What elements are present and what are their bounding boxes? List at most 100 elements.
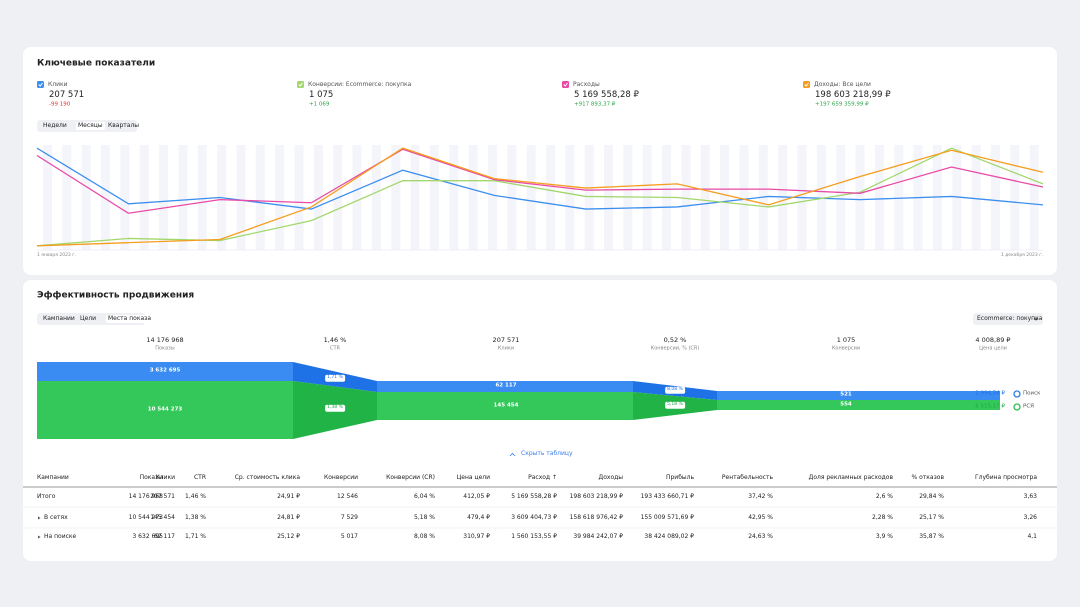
column-header[interactable]: CTR xyxy=(193,474,206,481)
column-header[interactable]: Рентабельность xyxy=(721,474,773,481)
table-cell: 3,26 xyxy=(1023,514,1037,521)
week-stripe xyxy=(120,145,130,250)
column-header[interactable]: Расход ↑ xyxy=(528,474,557,481)
funnel-value: 0,52 % xyxy=(663,335,687,344)
column-header[interactable]: Кампании xyxy=(37,474,69,481)
checkmark xyxy=(38,82,43,87)
week-stripe xyxy=(62,145,72,250)
metric-checkbox xyxy=(297,81,304,88)
week-stripe xyxy=(1010,145,1020,250)
period-tab[interactable]: Месяцы xyxy=(76,122,105,130)
table-cell: 37,42 % xyxy=(748,493,773,500)
week-stripe xyxy=(468,145,478,250)
row-label: Итого xyxy=(37,493,56,500)
period-tab[interactable]: Кварталы xyxy=(108,122,140,129)
funnel-label: Цена цели xyxy=(979,345,1007,352)
table-cell: 2,28 % xyxy=(872,514,893,521)
week-stripe xyxy=(410,145,420,250)
metric-checkbox xyxy=(37,81,44,88)
metric-total: 207 571 xyxy=(49,89,85,100)
table-cell: 310,97 ₽ xyxy=(463,533,490,540)
week-stripe xyxy=(159,145,169,250)
week-stripe xyxy=(584,145,594,250)
table-cell: 145 454 xyxy=(150,514,175,521)
card-title: Эффективность продвижения xyxy=(37,290,195,301)
week-stripe xyxy=(371,145,381,250)
table-cell: 1 560 153,55 ₽ xyxy=(511,533,557,540)
table-cell: 3 632 695 xyxy=(132,533,163,540)
column-header[interactable]: Доля рекламных расходов xyxy=(808,474,893,481)
legend-label: РСЯ xyxy=(1023,403,1034,410)
funnel-ctr: 1,38 % xyxy=(325,404,345,412)
row-label: На поиске xyxy=(44,533,77,540)
week-stripe xyxy=(894,145,904,250)
x-tick-label: 1 января 2023 г. xyxy=(37,252,77,258)
funnel-ctr: 1,71 % xyxy=(325,374,345,382)
legend-label[interactable]: Клики xyxy=(48,81,68,88)
table-cell: 39 984 242,07 ₽ xyxy=(573,533,623,540)
table-cell: 24,91 ₽ xyxy=(277,493,300,500)
column-header[interactable]: Цена цели xyxy=(456,474,490,481)
expand-arrow xyxy=(38,535,41,539)
view-tab[interactable]: Кампании xyxy=(43,315,75,322)
week-stripe xyxy=(313,145,323,250)
funnel-value: 4 008,89 ₽ xyxy=(975,335,1011,344)
column-header[interactable]: Прибыль xyxy=(665,474,694,481)
column-header[interactable]: % отказов xyxy=(911,474,944,481)
week-stripe xyxy=(101,145,111,250)
line xyxy=(36,147,1044,247)
goal-select-label[interactable]: Ecommerce: покупка xyxy=(977,315,1043,322)
table-cell: 3 609 404,73 ₽ xyxy=(511,514,557,521)
week-stripe xyxy=(487,145,497,250)
legend-label[interactable]: Расходы xyxy=(573,81,600,88)
funnel-band xyxy=(377,381,633,392)
view-tab[interactable]: Места показа xyxy=(106,315,154,323)
funnel-value: 1,46 % xyxy=(323,335,347,344)
funnel-conversions: 521 xyxy=(840,391,852,398)
table-cell: 62 117 xyxy=(154,533,175,540)
funnel xyxy=(37,362,1021,439)
column-header[interactable]: Доходы xyxy=(598,474,623,481)
view-tab[interactable]: Цели xyxy=(80,315,97,322)
card-title: Ключевые показатели xyxy=(37,58,156,69)
week-stripe xyxy=(43,145,52,250)
table-cell: 5,18 % xyxy=(414,514,435,521)
week-stripe xyxy=(391,145,401,250)
funnel-label: Конверсии xyxy=(831,345,861,352)
period-tab[interactable]: Недели xyxy=(43,122,67,129)
metric-total: 5 169 558,28 ₽ xyxy=(574,89,639,100)
week-stripe xyxy=(681,145,691,250)
week-stripe xyxy=(429,145,439,250)
table-cell: 158 618 976,42 ₽ xyxy=(569,514,623,521)
funnel-label: Клики xyxy=(497,345,515,352)
table-cell: 7 529 xyxy=(340,514,358,521)
hide-table-link[interactable]: Скрыть таблицу xyxy=(521,450,573,457)
table-cell: 155 009 571,69 ₽ xyxy=(640,514,694,521)
table-cell: 25,12 ₽ xyxy=(277,533,300,540)
week-stripe xyxy=(836,145,846,250)
column-header[interactable]: Ср. стоимость клика xyxy=(234,474,300,481)
funnel-conversions: 554 xyxy=(840,401,852,408)
table-cell: 12 546 xyxy=(337,493,358,500)
table-cell: 193 433 660,71 ₽ xyxy=(640,493,694,500)
funnel-cr: 5,18 % xyxy=(665,401,685,409)
legend-label[interactable]: Доходы: Все цели xyxy=(814,81,871,88)
column-header[interactable]: Конверсии (CR) xyxy=(386,474,435,481)
funnel-impressions: 3 632 695 xyxy=(149,367,181,374)
expand-arrow xyxy=(38,516,41,520)
table-cell: 3,63 xyxy=(1023,493,1037,500)
goal-select[interactable] xyxy=(973,313,1043,325)
table-cell: 8,08 % xyxy=(414,533,435,540)
metric-checkbox xyxy=(562,81,569,88)
table-cell: 38 424 089,02 ₽ xyxy=(644,533,694,540)
column-header[interactable]: Клики xyxy=(155,474,175,481)
column-header[interactable]: Конверсии xyxy=(324,474,358,481)
metric-delta: -99 190 xyxy=(49,101,71,108)
column-header[interactable]: Показы xyxy=(139,474,163,481)
week-stripe xyxy=(197,145,207,250)
column-header[interactable]: Глубина просмотра xyxy=(974,474,1037,481)
checkmark xyxy=(563,82,568,87)
chevron xyxy=(1033,317,1039,321)
table-cell: 6,04 % xyxy=(414,493,435,500)
legend-label[interactable]: Конверсии: Ecommerce: покупка xyxy=(308,81,412,88)
